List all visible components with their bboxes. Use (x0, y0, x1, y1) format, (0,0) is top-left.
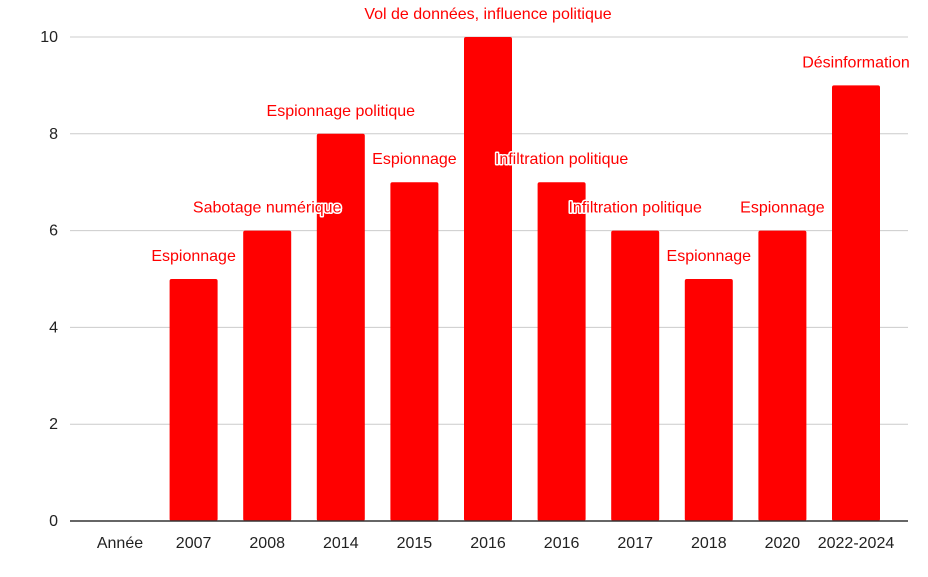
y-tick-labels: 0 2 4 6 8 10 (40, 29, 58, 530)
data-labels: Espionnage Sabotage numérique Espionnage p… (150, 5, 911, 267)
bar (611, 230, 660, 521)
data-label: Espionnage (372, 151, 457, 168)
data-label: Espionnage (740, 200, 825, 217)
data-label: Infiltration politique (568, 200, 702, 217)
x-tick-label: 2015 (397, 535, 433, 552)
bar (390, 182, 439, 521)
bar (464, 37, 512, 521)
data-label: Espionnage (667, 248, 752, 265)
y-tick-label: 2 (49, 416, 58, 433)
x-tick-label: 2007 (176, 535, 212, 552)
bar (684, 279, 733, 521)
y-tick-label: 0 (49, 513, 58, 530)
x-tick-label: 2016 (544, 535, 580, 552)
x-tick-label: 2017 (617, 535, 653, 552)
bar (243, 230, 292, 521)
bar (169, 279, 218, 521)
y-tick-label: 6 (49, 223, 58, 240)
bar (316, 133, 365, 522)
x-tick-label: 2018 (691, 535, 727, 552)
y-tick-label: 10 (40, 29, 58, 46)
data-label: Espionnage (151, 248, 236, 265)
x-tick-label: 2008 (249, 535, 285, 552)
data-label: Sabotage numérique (193, 200, 342, 217)
bar (832, 85, 880, 522)
data-label: Infiltration politique (495, 151, 629, 168)
data-label: Désinformation (802, 54, 910, 71)
x-tick-label: 2016 (470, 535, 506, 552)
y-tick-label: 4 (49, 319, 58, 336)
x-tick-label: 2022-2024 (818, 535, 895, 552)
bar (537, 182, 586, 521)
data-label: Espionnage politique (267, 103, 416, 120)
x-tick-label: Année (97, 535, 143, 552)
y-tick-label: 8 (49, 126, 58, 143)
bars (169, 37, 880, 522)
x-tick-labels: Année 2007 2008 2014 2015 2016 2016 2017 2018 202… (97, 535, 894, 552)
x-tick-label: 2020 (765, 535, 801, 552)
data-label: Vol de données, influence politique (364, 6, 611, 23)
bar (758, 230, 807, 521)
x-tick-label: 2014 (323, 535, 359, 552)
